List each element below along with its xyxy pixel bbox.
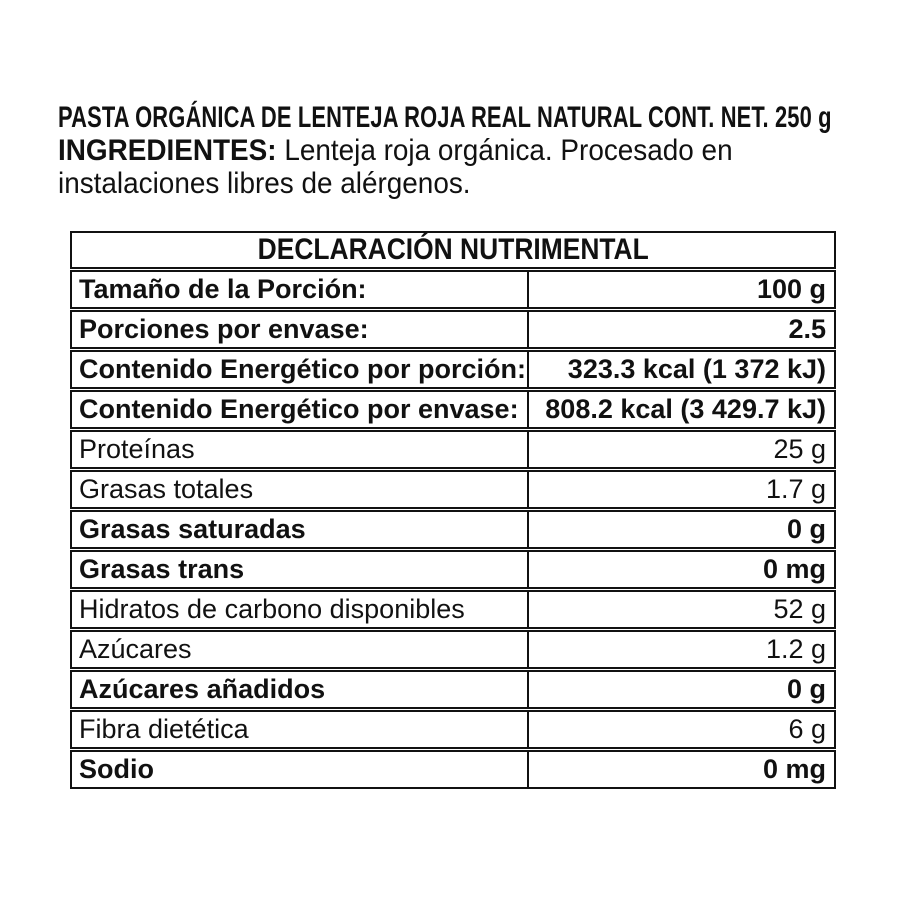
nutrient-value: 323.3 kcal (1 372 kJ)	[567, 354, 826, 384]
nutrient-label: Grasas trans	[72, 552, 529, 587]
nutrition-table-rows: Tamaño de la Porción: 100 g Porciones por …	[70, 270, 836, 789]
nutrition-row: Fibra dietética 6 g	[70, 710, 836, 749]
product-title: PASTA ORGÁNICA DE LENTEJA ROJA REAL NATU…	[58, 101, 893, 134]
nutrition-row: Contenido Energético por envase: 808.2 kc…	[70, 390, 836, 429]
nutrient-value: 0 mg	[762, 754, 826, 784]
nutrient-value: 808.2 kcal (3 429.7 kJ)	[545, 394, 826, 424]
nutrient-label: Grasas totales	[72, 472, 529, 507]
nutrient-label: Fibra dietética	[72, 712, 529, 747]
product-title-text: PASTA ORGÁNICA DE LENTEJA ROJA REAL NATU…	[58, 101, 832, 134]
nutrition-row: Grasas totales 1.7 g	[70, 470, 836, 509]
ingredients-text-1: Lenteja roja orgánica. Procesado en	[276, 134, 733, 167]
ingredients-line-1: INGREDIENTES: Lenteja roja orgánica. Pro…	[58, 134, 893, 167]
nutrient-label: Contenido Energético por porción:	[72, 352, 529, 387]
nutrition-row: Porciones por envase: 2.5	[70, 310, 836, 349]
nutrient-value: 0 mg	[762, 554, 826, 584]
nutrition-row: Sodio 0 mg	[70, 750, 836, 789]
nutrient-label: Contenido Energético por envase:	[72, 392, 529, 427]
nutrient-label: Grasas saturadas	[72, 512, 529, 547]
nutrient-value: 2.5	[788, 314, 826, 344]
nutrition-row: Contenido Energético por porción: 323.3 k…	[70, 350, 836, 389]
nutrition-row: Grasas trans 0 mg	[70, 550, 836, 589]
nutrition-row: Hidratos de carbono disponibles 52 g	[70, 590, 836, 629]
nutrition-row: Azúcares añadidos 0 g	[70, 670, 836, 709]
nutrition-row: Azúcares 1.2 g	[70, 630, 836, 669]
nutrient-label: Hidratos de carbono disponibles	[72, 592, 529, 627]
ingredients-label: INGREDIENTES:	[58, 134, 277, 167]
product-header: PASTA ORGÁNICA DE LENTEJA ROJA REAL NATU…	[58, 101, 893, 200]
nutrient-value: 0 g	[786, 674, 826, 704]
nutrition-row: Grasas saturadas 0 g	[70, 510, 836, 549]
ingredients-text-2: instalaciones libres de alérgenos.	[58, 167, 471, 200]
nutrient-value: 100 g	[756, 274, 826, 304]
nutrient-label: Azúcares añadidos	[72, 672, 529, 707]
nutrient-value: 1.2 g	[765, 634, 826, 664]
nutrient-label: Porciones por envase:	[72, 312, 529, 347]
nutrient-value: 0 g	[786, 514, 826, 544]
nutrient-value: 1.7 g	[765, 474, 826, 504]
nutrition-table-header: DECLARACIÓN NUTRIMENTAL	[70, 231, 836, 269]
nutrition-row: Tamaño de la Porción: 100 g	[70, 270, 836, 309]
nutrient-label: Proteínas	[72, 432, 529, 467]
nutrient-label: Sodio	[72, 752, 529, 787]
nutrition-table-title: DECLARACIÓN NUTRIMENTAL	[257, 233, 649, 266]
nutrient-value: 6 g	[788, 714, 826, 744]
nutrient-label: Tamaño de la Porción:	[72, 272, 529, 307]
ingredients-line-2: instalaciones libres de alérgenos.	[58, 167, 893, 200]
nutrition-table: DECLARACIÓN NUTRIMENTAL Tamaño de la Por…	[70, 231, 836, 789]
nutrient-value: 52 g	[773, 594, 826, 624]
nutrient-label: Azúcares	[72, 632, 529, 667]
nutrition-row: Proteínas 25 g	[70, 430, 836, 469]
nutrient-value: 25 g	[773, 434, 826, 464]
